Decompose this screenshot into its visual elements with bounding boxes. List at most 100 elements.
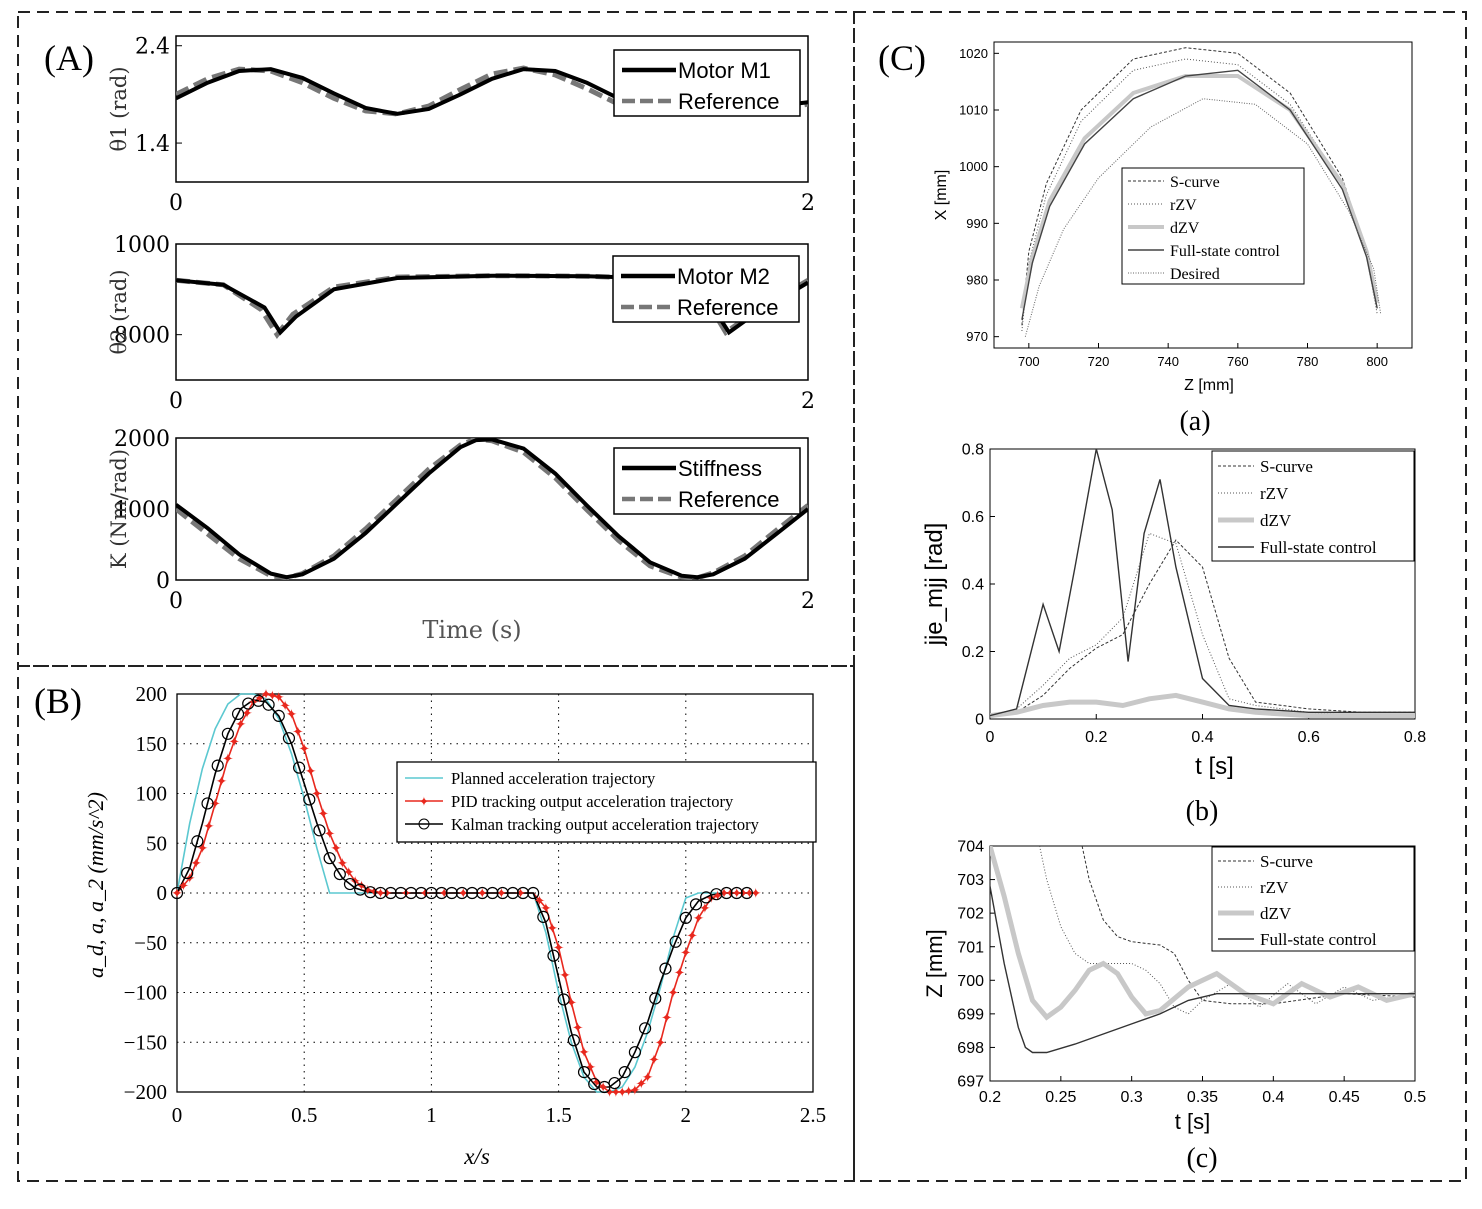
legend-label: rZV bbox=[1260, 484, 1289, 503]
series-marker-pid: ✦ bbox=[648, 1052, 660, 1068]
y-tick-label: 0 bbox=[975, 712, 984, 729]
y-tick-label: 990 bbox=[966, 216, 988, 231]
series-line-0 bbox=[990, 539, 1415, 717]
y-tick-label: 700 bbox=[957, 973, 984, 990]
series-marker-kalman bbox=[740, 886, 753, 900]
series-marker-pid: ✦ bbox=[642, 1069, 654, 1085]
series-marker-pid: ✦ bbox=[693, 910, 705, 926]
series-marker-kalman bbox=[628, 1046, 642, 1059]
legend-box bbox=[1211, 846, 1415, 952]
x-tick-label: 800 bbox=[1366, 354, 1388, 369]
chart-A1: 0 2 2.4 1.4θ1 (rad) Motor M1 Reference bbox=[107, 35, 815, 216]
series-marker-pid: ✦ bbox=[311, 786, 323, 802]
x-tick-label: 0.5 bbox=[1404, 1089, 1426, 1106]
x-tick-label: 1 bbox=[426, 1103, 437, 1127]
legend-box bbox=[613, 49, 801, 117]
y-tick-label: 970 bbox=[966, 329, 988, 344]
x-tick-label: 2 bbox=[681, 1103, 692, 1127]
y-axis-label: a_d, a, a_2 (mm/s^2) bbox=[83, 792, 108, 978]
series-line-2 bbox=[990, 846, 1415, 1021]
x-tick-label: 720 bbox=[1088, 354, 1110, 369]
series-marker-kalman bbox=[313, 824, 326, 837]
series-marker-pid: ✦ bbox=[254, 690, 266, 706]
series-marker-pid: ✦ bbox=[629, 1082, 641, 1098]
x-tick-label: 0 bbox=[172, 1103, 183, 1127]
series-marker-pid: ✦ bbox=[368, 884, 380, 900]
series-marker-kalman bbox=[404, 886, 418, 900]
y-tick-label: −100 bbox=[124, 981, 167, 1005]
x-tick-label: 0.6 bbox=[1298, 729, 1320, 746]
chart-Cb: 0 0.2 0.4 0.6 0.8 0 0.2 0.4 0.6 0.8 t [s] jje_mjj [… bbox=[921, 442, 1426, 780]
series-marker-pid: ✦ bbox=[190, 855, 202, 871]
legend-label: rZV bbox=[1170, 197, 1197, 214]
x-axis-label: Z [mm] bbox=[1184, 377, 1234, 394]
series-marker-kalman bbox=[720, 886, 733, 900]
series-marker-kalman bbox=[435, 886, 448, 900]
x-axis-label: t [s] bbox=[1195, 753, 1234, 780]
panel-label-a: (A) bbox=[44, 38, 94, 78]
x-tick-label: 0 bbox=[169, 589, 183, 614]
series-marker-pid: ✦ bbox=[750, 885, 762, 901]
x-tick-label: 0.2 bbox=[1085, 729, 1107, 746]
y-axis-label: K (Nm/rad) bbox=[107, 449, 131, 569]
series-marker-pid: ✦ bbox=[324, 825, 336, 841]
legend-label: PID tracking output acceleration traject… bbox=[451, 792, 734, 811]
x-tick-label: 0 bbox=[169, 191, 183, 216]
series-marker-kalman bbox=[303, 793, 316, 806]
x-tick-label: 0.5 bbox=[291, 1103, 317, 1127]
y-axis-label: θ1 (rad) bbox=[107, 66, 131, 151]
legend-box bbox=[396, 761, 817, 843]
y-tick-label: 980 bbox=[966, 273, 988, 288]
legend-label: Full-state control bbox=[1260, 538, 1377, 557]
series-marker-kalman bbox=[679, 911, 692, 924]
y-tick-label: 1010 bbox=[959, 103, 988, 118]
series-line-measured bbox=[176, 438, 808, 580]
series-marker-kalman bbox=[282, 732, 296, 745]
series-marker-pid: ✦ bbox=[298, 741, 310, 757]
series-marker-pid: ✦ bbox=[273, 689, 285, 705]
series-marker-pid: ✦ bbox=[546, 920, 558, 936]
series-marker-kalman bbox=[476, 886, 489, 900]
y-tick-label: 0 bbox=[156, 569, 170, 594]
series-marker-pid: ✦ bbox=[222, 751, 234, 767]
legend-box bbox=[613, 447, 801, 515]
y-tick-label: 0.8 bbox=[962, 442, 984, 459]
series-marker-pid: ✦ bbox=[635, 1076, 647, 1092]
series-line-3 bbox=[1021, 69, 1378, 320]
series-marker-kalman bbox=[567, 1034, 580, 1047]
x-axis-label: t [s] bbox=[1175, 1109, 1210, 1134]
legend-label: Stiffness bbox=[678, 456, 762, 481]
y-tick-label: 697 bbox=[957, 1074, 984, 1091]
caption-a: (a) bbox=[1179, 406, 1210, 437]
legend-label: Kalman tracking output acceleration traj… bbox=[451, 815, 760, 834]
series-marker-kalman bbox=[181, 866, 194, 880]
legend-label: Planned acceleration trajectory bbox=[451, 769, 656, 788]
x-tick-label: 0 bbox=[986, 729, 995, 746]
series-marker-kalman bbox=[669, 935, 682, 948]
y-tick-label: 8000 bbox=[114, 324, 170, 349]
chart-Ca: 700 720 740 760 780 800 970 980 990 1000 1010 1020 Z… bbox=[933, 41, 1413, 394]
series-marker-kalman bbox=[211, 759, 224, 772]
series-marker-pid: ✦ bbox=[330, 840, 342, 856]
series-marker-pid: ✦ bbox=[553, 940, 565, 956]
x-tick-label: 2 bbox=[801, 589, 815, 614]
series-marker-kalman bbox=[659, 962, 672, 975]
series-marker-pid: ✦ bbox=[585, 1059, 597, 1075]
series-marker-pid: ✦ bbox=[667, 985, 679, 1001]
series-marker-kalman bbox=[455, 886, 469, 900]
series-marker-pid: ✦ bbox=[216, 773, 228, 789]
legend-marker bbox=[418, 818, 430, 830]
series-marker-kalman bbox=[730, 886, 743, 900]
x-tick-label: 760 bbox=[1227, 354, 1249, 369]
series-marker-kalman bbox=[170, 886, 184, 900]
legend-label: Full-state control bbox=[1170, 243, 1280, 260]
series-marker-kalman bbox=[374, 886, 387, 900]
panel-c-border bbox=[853, 11, 1467, 1182]
series-marker-pid: ✦ bbox=[565, 994, 577, 1010]
series-line-2 bbox=[990, 692, 1415, 719]
series-marker-pid: ✦ bbox=[623, 1083, 635, 1099]
legend-marker: ✦ bbox=[419, 794, 430, 809]
x-tick-label: 0.8 bbox=[1404, 729, 1426, 746]
